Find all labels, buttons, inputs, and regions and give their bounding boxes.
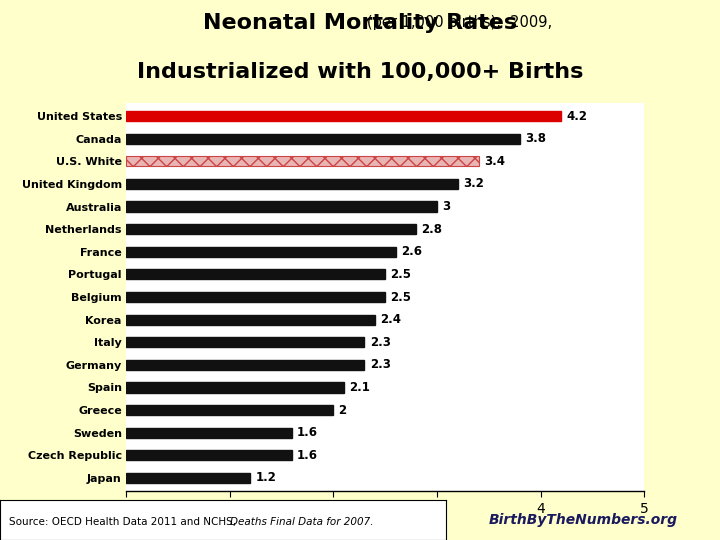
Text: 2.6: 2.6 [401,245,422,258]
Text: 3.4: 3.4 [484,155,505,168]
Text: 2.5: 2.5 [390,268,411,281]
Bar [126,314,375,325]
Text: 3.2: 3.2 [463,178,484,191]
Text: 1.2: 1.2 [256,471,276,484]
Text: Deaths Final Data for 2007.: Deaths Final Data for 2007. [9,517,374,527]
Text: 2.8: 2.8 [421,222,443,235]
Text: Source: OECD Health Data 2011 and NCHS,: Source: OECD Health Data 2011 and NCHS, [9,517,239,527]
Bar [126,450,292,460]
Bar [126,224,416,234]
Bar [126,156,479,166]
Text: 2.3: 2.3 [369,359,390,372]
Text: 2.4: 2.4 [380,313,401,326]
Bar [126,179,458,189]
Text: (per 1,000 births),  2009,: (per 1,000 births), 2009, [168,16,552,30]
Text: 3.8: 3.8 [525,132,546,145]
Bar [126,472,251,483]
Text: 4.2: 4.2 [567,110,588,123]
Bar [126,201,437,212]
Text: Industrialized with 100,000+ Births: Industrialized with 100,000+ Births [137,62,583,82]
Text: 2.5: 2.5 [390,291,411,303]
Bar [126,292,385,302]
Text: 2.3: 2.3 [369,336,390,349]
Text: 2.1: 2.1 [349,381,370,394]
Bar [126,269,385,280]
Bar [126,134,520,144]
Bar [126,405,333,415]
Bar [126,337,364,347]
Bar [126,247,395,257]
Text: 3: 3 [442,200,450,213]
Bar [126,382,343,393]
Text: 2: 2 [338,403,346,416]
Bar [126,428,292,438]
Text: Neonatal Mortality Rates: Neonatal Mortality Rates [203,13,517,33]
Text: BirthByTheNumbers.org: BirthByTheNumbers.org [489,513,678,526]
Bar [126,111,562,122]
Text: 1.6: 1.6 [297,449,318,462]
Text: 1.6: 1.6 [297,426,318,439]
Bar [126,360,364,370]
